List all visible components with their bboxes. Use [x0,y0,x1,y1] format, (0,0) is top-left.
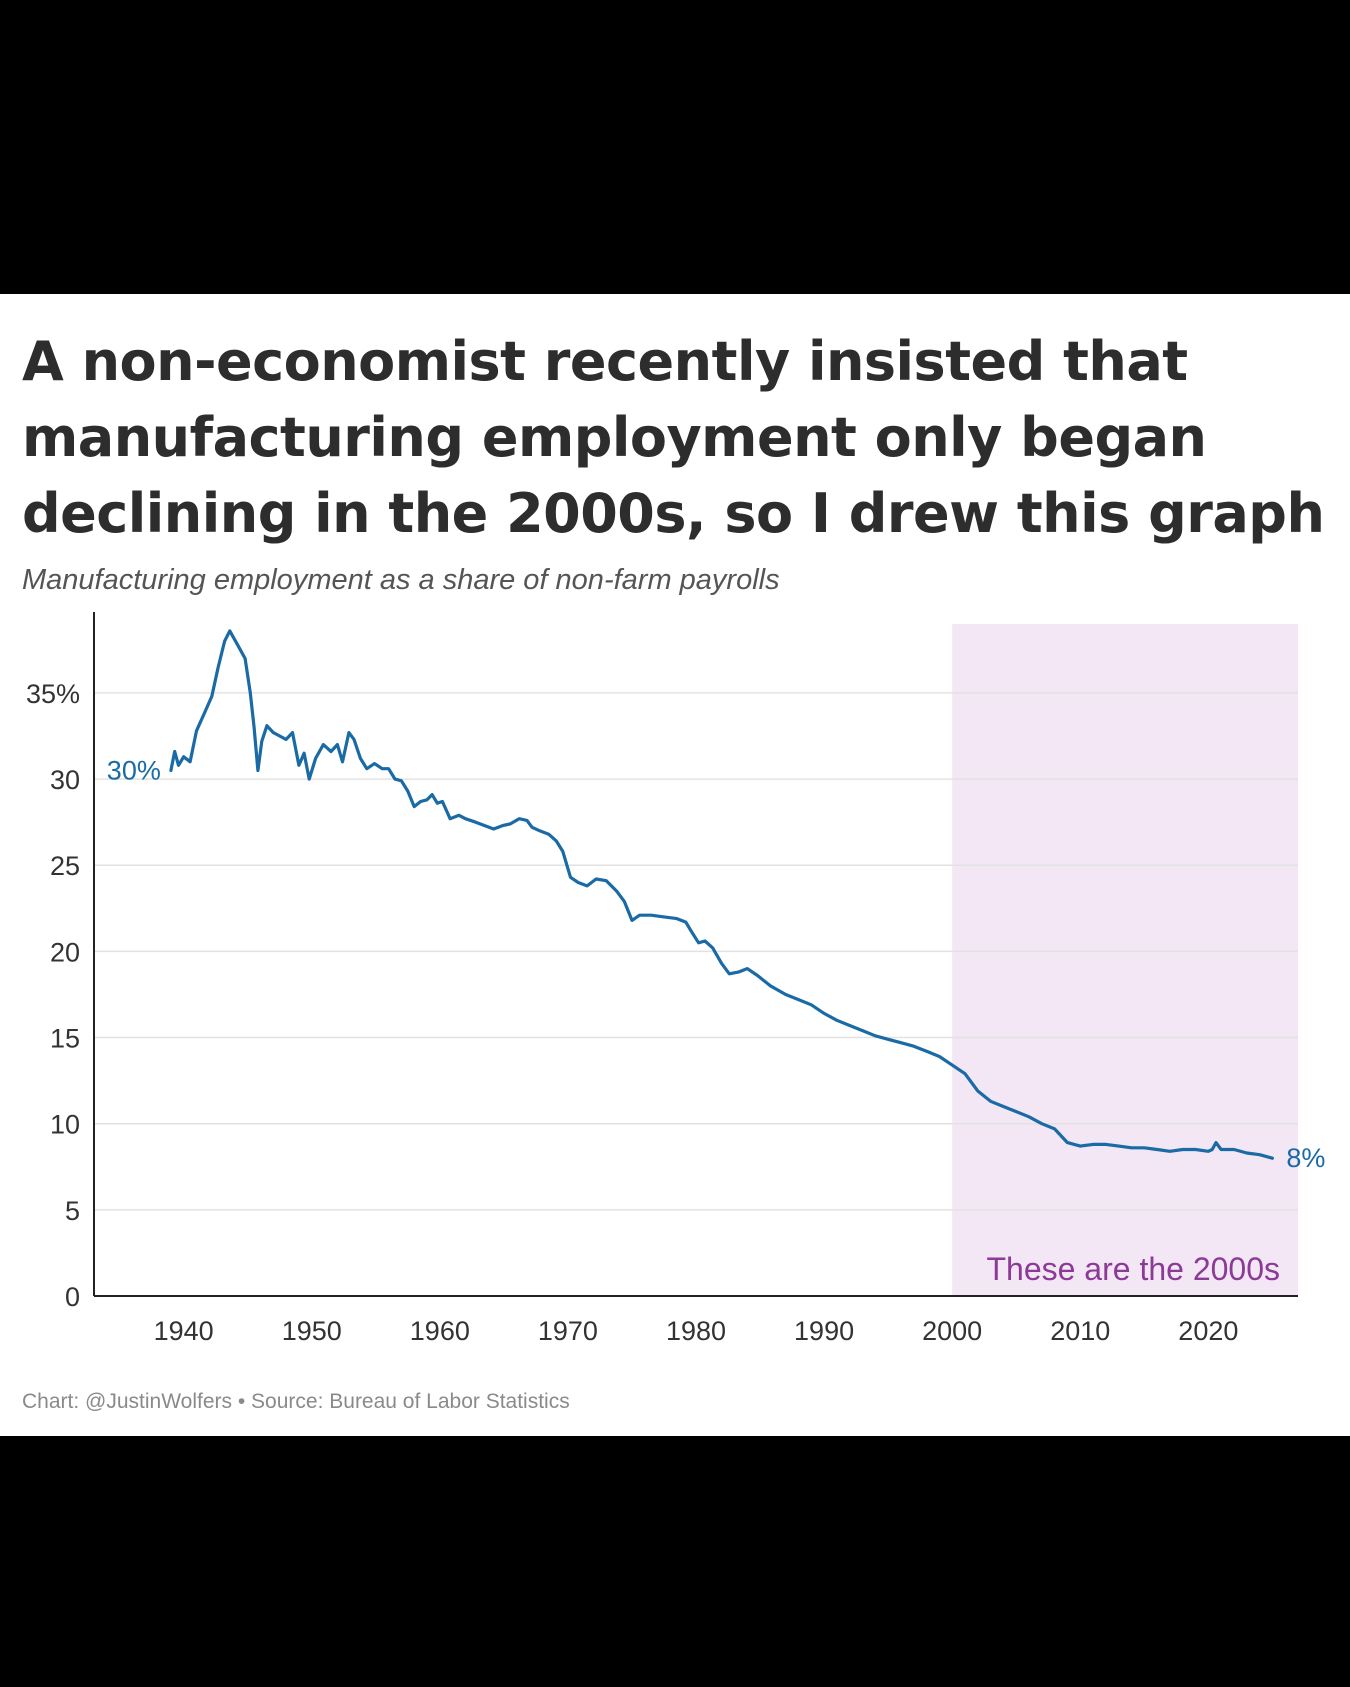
line-chart: 0 5 10 15 20 25 30 35% 1940 1950 1960 1970 1980 1990 2… [26,612,1325,1346]
end-value-label: 8% [1286,1143,1325,1173]
x-tick-label: 1980 [666,1316,726,1346]
x-tick-label: 2020 [1178,1316,1238,1346]
shaded-region-2000s [952,624,1298,1296]
shaded-region-label: These are the 2000s [986,1251,1280,1287]
y-tick-label: 25 [50,851,80,881]
y-tick-label: 15 [50,1024,80,1054]
start-value-label: 30% [107,755,161,785]
x-tick-label: 2010 [1050,1316,1110,1346]
chart-subtitle: Manufacturing employment as a share of n… [22,564,780,596]
y-tick-label: 20 [50,937,80,967]
x-tick-label: 2000 [922,1316,982,1346]
footer-separator: • [237,1390,246,1413]
chart-card: A non-economist recently insisted that m… [0,294,1350,1436]
footer-source: Source: Bureau of Labor Statistics [251,1390,570,1413]
chart-title: A non-economist recently insisted that m… [22,330,1325,545]
x-tick-label: 1970 [538,1316,598,1346]
x-tick-label: 1940 [154,1316,214,1346]
x-tick-label: 1990 [794,1316,854,1346]
series-line-manufacturing-share [169,629,1274,1160]
chart-footer: Chart: @JustinWolfers • Source: Bureau o… [22,1390,570,1414]
y-tick-label: 35% [26,679,80,709]
x-tick-label: 1960 [410,1316,470,1346]
y-tick-label: 30 [50,765,80,795]
y-tick-label: 0 [65,1282,80,1312]
x-tick-label: 1950 [282,1316,342,1346]
y-tick-label: 5 [65,1196,80,1226]
y-tick-label: 10 [50,1110,80,1140]
footer-credit: Chart: @JustinWolfers [22,1390,232,1413]
